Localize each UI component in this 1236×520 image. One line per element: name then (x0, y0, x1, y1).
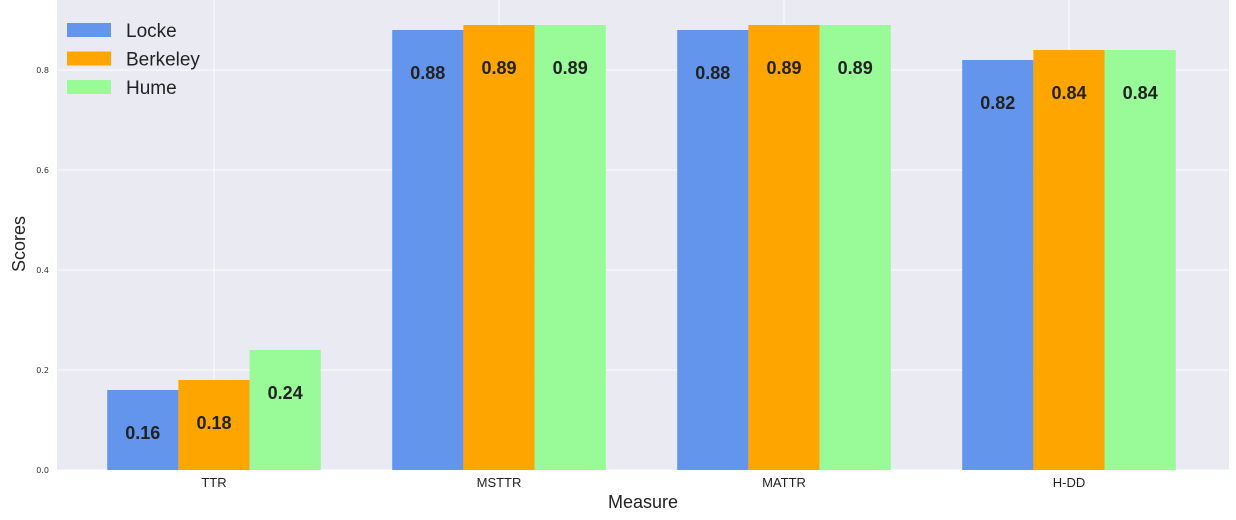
x-tick-label: H-DD (1053, 475, 1086, 490)
x-axis-label: Measure (608, 492, 678, 512)
bar-hume-ttr (249, 350, 321, 470)
bars: 0.16 0.88 0.88 0.82 0.18 0.89 0.89 0.84 0.24 0.89… (107, 25, 1176, 470)
x-tick-label: MATTR (762, 475, 806, 490)
y-tick-label: 0.4 (36, 266, 49, 275)
y-tick-label: 0.6 (36, 166, 49, 175)
legend-label: Hume (126, 78, 177, 99)
legend-swatch-hume (67, 80, 111, 94)
bar-value-label: 0.89 (481, 58, 516, 78)
bar-berkeley-mattr (748, 25, 820, 470)
bar-value-label: 0.16 (125, 423, 160, 443)
bar-value-label: 0.89 (838, 58, 873, 78)
bar-berkeley-ttr (178, 380, 250, 470)
y-axis-label: Scores (9, 216, 29, 272)
bar-value-label: 0.24 (268, 383, 303, 403)
x-tick-label: MSTTR (477, 475, 522, 490)
bar-value-label: 0.89 (766, 58, 801, 78)
x-axis-ticks: TTR MSTTR MATTR H-DD (201, 475, 1085, 490)
legend-label: Berkeley (126, 50, 200, 71)
bar-locke-ttr (107, 390, 179, 470)
bar-hume-mattr (819, 25, 891, 470)
bar-value-label: 0.89 (553, 58, 588, 78)
bar-value-label: 0.84 (1123, 83, 1158, 103)
legend-swatch-locke (67, 23, 111, 37)
bar-value-label: 0.84 (1051, 83, 1086, 103)
bar-locke-mattr (677, 30, 749, 470)
y-tick-label: 0.0 (36, 466, 49, 475)
bar-locke-msttr (392, 30, 464, 470)
bar-berkeley-h-dd (1033, 50, 1105, 470)
y-axis-ticks: 0.0 0.2 0.4 0.6 0.8 (36, 66, 49, 475)
legend-swatch-berkeley (67, 51, 111, 66)
y-tick-label: 0.8 (36, 66, 49, 75)
x-tick-label: TTR (201, 475, 226, 490)
bar-berkeley-msttr (463, 25, 535, 470)
y-tick-label: 0.2 (36, 366, 49, 375)
bar-locke-h-dd (962, 60, 1034, 470)
bar-value-label: 0.88 (410, 63, 445, 83)
bar-hume-h-dd (1104, 50, 1176, 470)
bar-hume-msttr (534, 25, 606, 470)
legend-label: Locke (126, 21, 177, 42)
legend: Locke Berkeley Hume (67, 21, 200, 99)
bar-value-label: 0.18 (196, 413, 231, 433)
bar-value-label: 0.88 (695, 63, 730, 83)
bar-value-label: 0.82 (980, 93, 1015, 113)
